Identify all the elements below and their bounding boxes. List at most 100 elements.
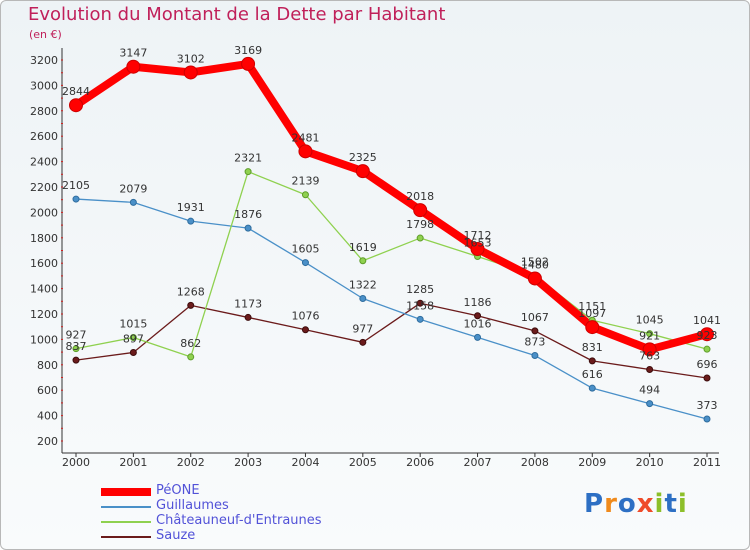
data-label: 1268 [177, 285, 205, 298]
y-tick-label: 1000 [30, 333, 58, 346]
data-label: 923 [697, 329, 718, 342]
data-label: 2105 [62, 179, 90, 192]
data-label: 831 [582, 341, 603, 354]
data-point [355, 164, 370, 179]
data-label: 1186 [464, 296, 492, 309]
data-point [416, 315, 424, 323]
logo-letter: r [604, 489, 618, 519]
data-label: 373 [697, 399, 718, 412]
data-label: 1045 [636, 314, 664, 327]
x-tick-label: 2005 [349, 456, 377, 469]
data-point [531, 327, 539, 335]
x-tick-label: 2004 [291, 456, 319, 469]
data-label: 1712 [464, 229, 492, 242]
data-point [244, 313, 252, 321]
x-tick-label: 2011 [693, 456, 721, 469]
x-tick-label: 2001 [119, 456, 147, 469]
data-point [359, 338, 367, 346]
data-point [72, 356, 80, 364]
y-tick-label: 2600 [30, 130, 58, 143]
data-point [642, 342, 657, 357]
data-point [187, 353, 195, 361]
y-tick-label: 1600 [30, 257, 58, 270]
data-label: 1158 [406, 299, 434, 312]
x-tick-label: 2002 [177, 456, 205, 469]
logo-letter: o [617, 489, 637, 519]
data-label: 1151 [578, 300, 606, 313]
data-label: 921 [639, 329, 660, 342]
data-point [646, 365, 654, 373]
data-point [413, 203, 428, 218]
data-point [646, 400, 654, 408]
data-point [416, 299, 424, 307]
logo-letter: P [584, 489, 605, 519]
data-point [588, 384, 596, 392]
data-label: 1041 [693, 314, 721, 327]
y-tick-label: 400 [37, 410, 58, 423]
data-label: 2321 [234, 152, 262, 165]
data-label: 927 [66, 329, 87, 342]
y-tick-label: 1200 [30, 308, 58, 321]
data-label: 1653 [464, 236, 492, 249]
data-label: 1931 [177, 201, 205, 214]
data-point [700, 327, 714, 342]
data-point [585, 320, 600, 335]
data-label: 1798 [406, 218, 434, 231]
chart-title: Evolution du Montant de la Dette par Hab… [28, 4, 446, 25]
legend-label: PéONE [156, 483, 200, 498]
data-label: 1322 [349, 279, 377, 292]
legend-label: Sauze [156, 528, 196, 543]
data-label: 1016 [464, 317, 492, 330]
data-label: 616 [582, 368, 603, 381]
series-lines [72, 59, 711, 420]
data-label: 494 [639, 384, 660, 397]
data-point [244, 224, 252, 232]
data-label: 3102 [177, 52, 205, 65]
data-label: 1876 [234, 208, 262, 221]
y-tick-label: 2800 [30, 105, 58, 118]
y-tick-label: 1800 [30, 232, 58, 245]
data-label: 2079 [119, 182, 147, 195]
data-point [301, 191, 309, 199]
data-label: 1015 [119, 317, 147, 330]
data-label: 1285 [406, 283, 434, 296]
y-unit-label: (en €) [29, 28, 62, 41]
legend-swatch [101, 521, 151, 523]
data-label: 696 [697, 358, 718, 371]
data-label: 1097 [578, 307, 606, 320]
data-point [301, 326, 309, 334]
data-point [588, 357, 596, 365]
proxiti-logo: Proxiti [584, 489, 688, 519]
data-labels: 837 897 1268 1173 1076 977 1285 1186 1067 831 763 6… [62, 44, 721, 412]
series-points [69, 56, 714, 423]
data-point [301, 259, 309, 267]
data-point [359, 295, 367, 303]
data-label: 3169 [234, 44, 262, 57]
y-tick-label: 1400 [30, 283, 58, 296]
data-point [72, 195, 80, 203]
logo-letter: x [636, 489, 655, 519]
data-label: 1076 [291, 310, 319, 323]
data-label: 862 [180, 337, 201, 350]
data-label: 2844 [62, 85, 90, 98]
data-label: 1480 [521, 258, 549, 271]
data-point [129, 198, 137, 206]
data-label: 1605 [291, 243, 319, 256]
y-tick-label: 2200 [30, 181, 58, 194]
logo-letter: t [664, 489, 678, 519]
data-point [703, 374, 711, 382]
y-tick-label: 3000 [30, 79, 58, 92]
data-point [183, 65, 198, 80]
data-point [241, 56, 256, 71]
series-line [72, 59, 711, 354]
y-tick-label: 800 [37, 359, 58, 372]
data-label: 2139 [291, 175, 319, 188]
data-label: 897 [123, 332, 144, 345]
data-point [244, 168, 252, 176]
data-point [129, 348, 137, 356]
data-label: 763 [639, 349, 660, 362]
data-point [126, 59, 141, 74]
legend-swatch [101, 488, 151, 496]
logo-letter: i [654, 489, 665, 519]
